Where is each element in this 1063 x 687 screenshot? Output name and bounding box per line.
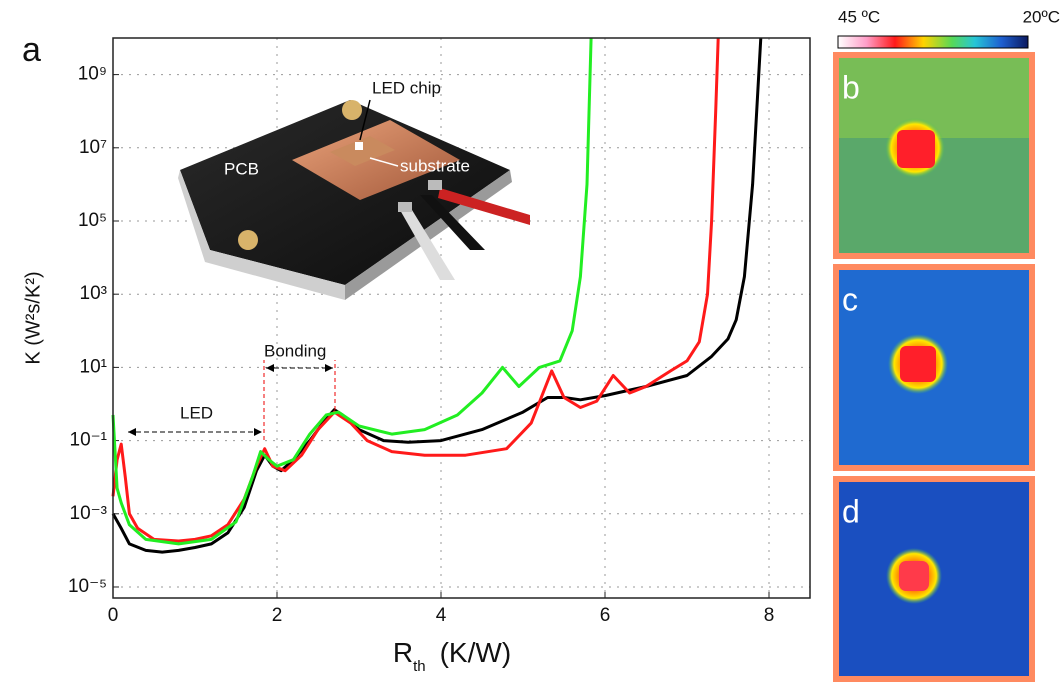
y-tick-label: 10³ — [80, 283, 107, 304]
y-tick-label: 10¹ — [80, 356, 107, 377]
annotation: LED chip — [372, 78, 441, 97]
figure: 10⁻⁵ 10⁻³ 10⁻¹ 10¹ 10³ 10⁵ 10⁷ 10⁹ 0 2 4 6 8 a K (W²… — [0, 0, 1063, 682]
colorbar — [838, 36, 1028, 48]
x-label-sub: th — [413, 658, 426, 675]
colorbar-max: 45 ºC — [838, 7, 880, 26]
annotation: substrate — [400, 156, 470, 175]
annotation: LED — [180, 403, 213, 422]
series-line — [113, 38, 761, 552]
y-tick-label: 10⁻⁵ — [68, 576, 107, 597]
panel-label: c — [842, 281, 858, 317]
panel-label: d — [842, 493, 860, 529]
photo-inset: LED chip substrate PCB — [178, 78, 530, 300]
x-tick-label: 2 — [272, 605, 283, 626]
y-tick-label: 10⁹ — [78, 64, 107, 85]
y-tick-label: 10⁷ — [79, 137, 107, 158]
y-tick-label: 10⁻¹ — [70, 430, 108, 451]
panel-label: b — [842, 69, 860, 105]
x-label-unit: (K/W) — [440, 637, 512, 668]
x-tick-label: 6 — [600, 605, 611, 626]
y-tick-label: 10⁵ — [78, 210, 107, 231]
x-axis-label: Rth (K/W) — [393, 637, 511, 675]
plot-area: 10⁻⁵ 10⁻³ 10⁻¹ 10¹ 10³ 10⁵ 10⁷ 10⁹ 0 2 4 6 8 — [68, 38, 810, 626]
thermal-images: 45 ºC 20ºC b c d — [833, 7, 1060, 682]
region-annotations: LED Bonding — [128, 341, 335, 440]
colorbar-min: 20ºC — [1023, 7, 1060, 26]
annotation: PCB — [224, 159, 259, 178]
x-label-main: R — [393, 637, 413, 668]
y-tick-label: 10⁻³ — [70, 503, 108, 524]
x-tick-label: 8 — [764, 605, 775, 626]
y-axis-label: K (W²s/K²) — [22, 271, 44, 364]
series-line — [113, 38, 718, 541]
annotation: Bonding — [264, 341, 326, 360]
x-tick-label: 4 — [436, 605, 447, 626]
page: {"chart_data": { "type": "line", "panel_… — [0, 0, 1063, 682]
panel-label: a — [22, 31, 41, 69]
x-tick-label: 0 — [108, 605, 119, 626]
